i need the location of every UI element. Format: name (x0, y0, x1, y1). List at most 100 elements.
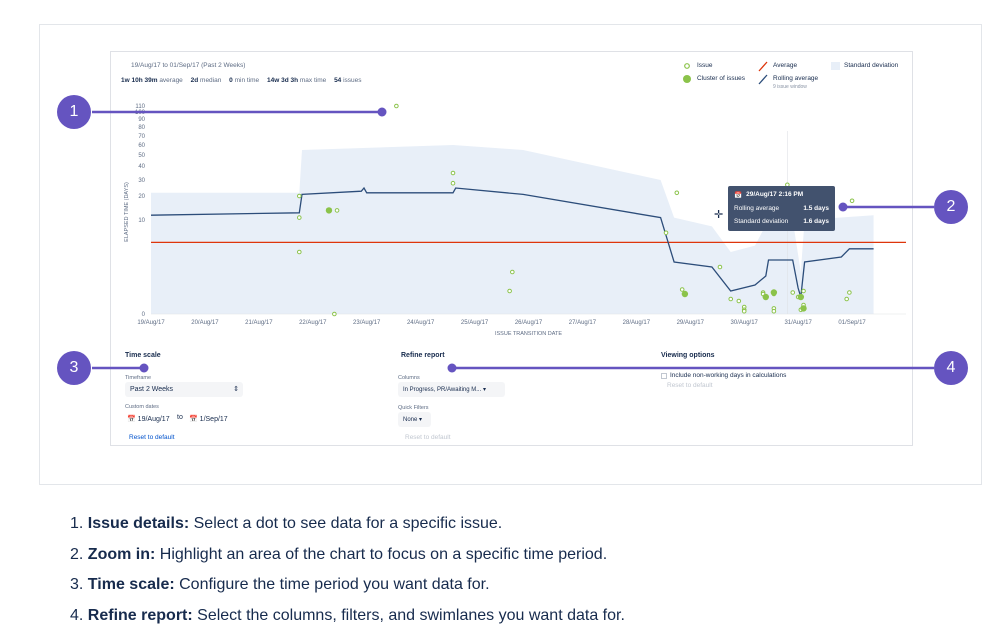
stat-max-value: 14w 3d 3h (266, 77, 299, 84)
date-range-label: 19/Aug/17 to 01/Sep/17 (Past 2 Weeks) (131, 62, 246, 69)
legend-stddev-label: Standard deviation (844, 62, 899, 69)
issue-dot (332, 311, 337, 317)
stat-average-label: average (159, 77, 183, 84)
viewing-reset-link[interactable]: Reset to default (667, 382, 713, 389)
x-tick-label: 19/Aug/17 (137, 320, 165, 326)
stat-average-value: 1w 10h 39m (121, 77, 158, 84)
issue-dot (844, 296, 849, 302)
issue-dot (663, 230, 669, 236)
issue-dot (507, 288, 512, 294)
timeframe-select[interactable]: Past 2 Weeks ⇕ (125, 382, 243, 397)
time-scale-reset-link[interactable]: Reset to default (129, 434, 175, 441)
columns-label: Columns (398, 375, 420, 381)
cluster-dot (797, 293, 805, 301)
x-tick-label: 29/Aug/17 (677, 320, 705, 326)
cluster-dot (325, 207, 333, 214)
non-working-days-label: Include non-working days in calculations (670, 372, 787, 379)
non-working-days-checkbox[interactable] (661, 373, 667, 379)
x-axis-title: ISSUE TRANSITION DATE (495, 331, 562, 337)
step-item: 3. Time scale: Configure the time period… (70, 573, 625, 604)
timeframe-label: Timeframe (125, 375, 152, 381)
quick-filters-dropdown[interactable]: None ▾ (398, 412, 431, 427)
stat-issues-label: issues (343, 77, 362, 84)
calendar-icon: 📅 (734, 192, 743, 199)
from-date-value: 19/Aug/17 (137, 416, 170, 423)
issue-dot (801, 288, 806, 294)
cluster-dot (762, 293, 769, 301)
x-tick-label: 23/Aug/17 (353, 320, 381, 326)
step-item: 1. Issue details: Select a dot to see da… (70, 512, 625, 543)
issue-dot (510, 269, 515, 275)
step-term: Refine report: (87, 606, 193, 624)
step-item: 4. Refine report: Select the columns, fi… (70, 604, 625, 635)
issue-dot (297, 215, 302, 220)
legend-rolling-swatch (758, 74, 768, 85)
legend-issue-label: Issue (697, 62, 713, 69)
viewing-options-heading: Viewing options (661, 352, 715, 359)
control-chart-screenshot: 19/Aug/17 to 01/Sep/17 (Past 2 Weeks) 1w… (110, 51, 913, 446)
callout-badge-4: 4 (934, 351, 968, 385)
x-tick-label: 01/Sep/17 (838, 320, 866, 326)
from-date-field[interactable]: 📅 19/Aug/17 (125, 411, 173, 426)
step-number: 3. (70, 576, 84, 593)
refine-reset-link[interactable]: Reset to default (405, 434, 451, 441)
columns-dropdown[interactable]: In Progress, PR/Awaiting M... ▾ (398, 382, 505, 397)
issue-dot (297, 249, 302, 255)
y-tick-label: 50 (138, 153, 145, 159)
issue-dot (450, 170, 456, 176)
step-number: 2. (70, 545, 84, 563)
control-chart[interactable]: 19/Aug/17 20/Aug/17 21/Aug/17 22/Aug/17 23/A… (111, 52, 913, 342)
x-tick-label: 27/Aug/17 (569, 320, 597, 326)
step-number: 4. (70, 606, 84, 624)
calendar-icon: 📅 (189, 416, 198, 423)
to-word: to (177, 414, 183, 421)
callout-dot-1 (377, 107, 387, 117)
select-arrows-icon: ⇕ (233, 386, 239, 393)
step-item: 2. Zoom in: Highlight an area of the cha… (70, 543, 625, 574)
crosshair-cursor-icon: ✛ (714, 209, 724, 221)
x-tick-label: 31/Aug/17 (784, 320, 812, 326)
steps-list: 1. Issue details: Select a dot to see da… (70, 512, 625, 634)
stat-median-label: median (200, 77, 222, 84)
to-date-value: 1/Sep/17 (199, 416, 228, 423)
issue-dot (847, 290, 852, 295)
issue-dot (394, 103, 399, 109)
legend-stddev-swatch (831, 62, 840, 70)
legend-rolling-label: Rolling average (773, 75, 819, 82)
cluster-dot (800, 305, 807, 312)
step-term: Issue details: (87, 515, 190, 532)
quick-filters-label: Quick Filters (398, 405, 429, 411)
custom-dates-label: Custom dates (125, 404, 159, 410)
callout-dot-3 (139, 363, 149, 373)
tooltip-rolling-label: Rolling average (734, 205, 780, 212)
step-text: Configure the time period you want data … (174, 576, 490, 593)
issue-dot (849, 198, 855, 204)
cluster-dot (770, 289, 778, 296)
legend-average-swatch (758, 61, 768, 72)
legend-swatches (683, 61, 840, 85)
issue-dot (334, 208, 340, 213)
y-tick-label: 20 (138, 194, 145, 200)
step-term: Time scale: (87, 576, 175, 593)
stat-min-value: 0 (229, 77, 233, 84)
issue-dot (674, 190, 680, 196)
legend-issue-swatch (684, 63, 690, 69)
y-tick-label: 110 (135, 104, 145, 110)
stat-min-label: min time (234, 77, 260, 84)
to-date-field[interactable]: 📅 1/Sep/17 (187, 411, 235, 426)
x-tick-label: 30/Aug/17 (731, 320, 759, 326)
issue-dot (790, 290, 796, 295)
legend-rolling-sub: 9 issue window (773, 84, 807, 90)
step-text: Select a dot to see data for a specific … (189, 515, 503, 532)
rolling-average-line (150, 186, 874, 298)
issue-dot (736, 298, 742, 304)
callout-badge-3: 3 (57, 351, 91, 385)
x-tick-label: 28/Aug/17 (623, 320, 651, 326)
y-tick-label: 10 (138, 218, 145, 224)
issue-dot (741, 308, 747, 314)
tooltip-stddev-label: Standard deviation (734, 218, 789, 225)
legend-cluster-swatch (683, 75, 691, 83)
summary-stats: 1w 10h 39m average 2d median 0 min time … (121, 77, 362, 84)
caret-down-icon: ▾ (419, 417, 423, 423)
step-text: Select the columns, filters, and swimlan… (192, 606, 625, 624)
